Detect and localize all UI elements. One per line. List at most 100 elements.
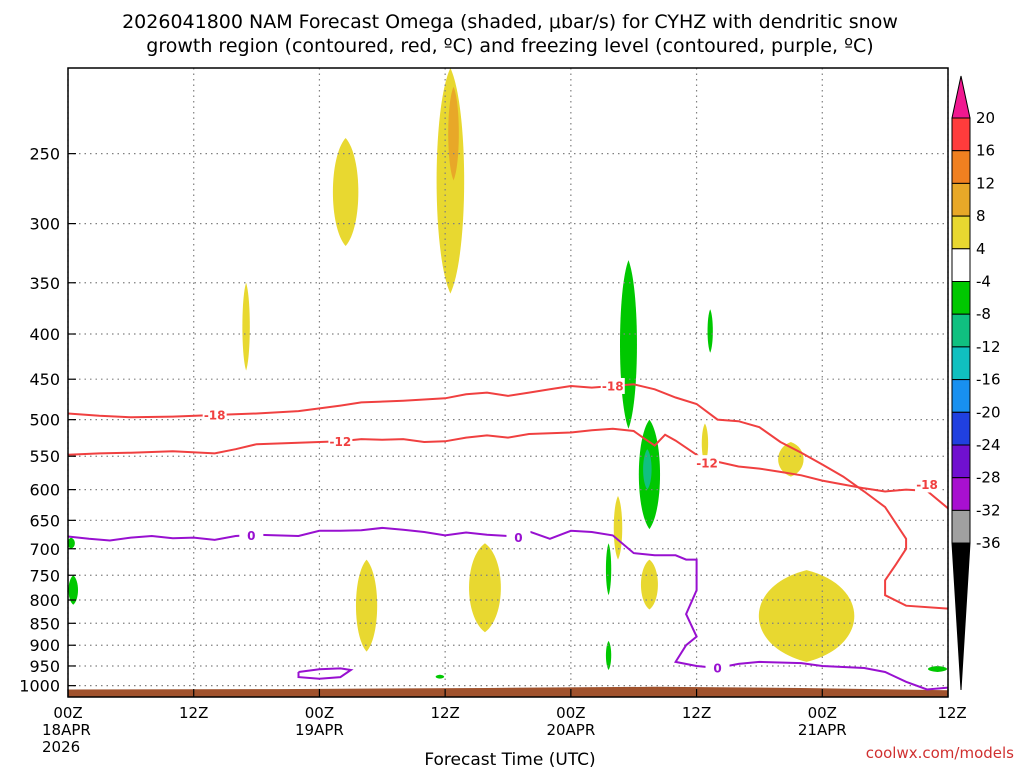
- colorbar-swatch-2: [951, 182, 971, 217]
- xtick-label-h0-1: 18APR: [42, 721, 91, 739]
- terrain: [68, 686, 948, 697]
- ytick-label-300: 300: [29, 215, 60, 234]
- contour-line--18: [67, 383, 949, 610]
- colorbar: 20 16 12 8 4 -4 -8 -12 -16 -20 -24 -28 -32 -36: [951, 75, 1001, 691]
- omega-blob-16: [605, 640, 612, 670]
- colorbar-swatch-0: [951, 117, 971, 152]
- colorbar-bottom-arrow: [951, 542, 971, 691]
- xtick-label-h24-1: 19APR: [295, 721, 344, 739]
- omega-blob-20: [927, 665, 948, 672]
- xtick-label-h72-0: 00Z: [808, 704, 837, 722]
- omega-blob-18: [68, 575, 79, 605]
- omega-blob-1: [332, 137, 359, 246]
- omega-blob-15: [605, 543, 612, 596]
- colorbar-top-arrow: [951, 75, 971, 119]
- xtick-label-h60-0: 12Z: [682, 704, 711, 722]
- colorbar-label-8: -16: [976, 371, 1001, 389]
- ytick-label-500: 500: [29, 411, 60, 430]
- xtick-label-h72-1: 21APR: [798, 721, 847, 739]
- colorbar-swatch-12: [951, 509, 971, 544]
- contour-label-bg-5: [239, 527, 264, 544]
- credit-text: coolwx.com/models: [866, 744, 1014, 762]
- grid-lines: [67, 68, 949, 697]
- omega-blob-3: [448, 86, 459, 181]
- ytick-label-350: 350: [29, 274, 60, 293]
- contour-line--12: [67, 427, 949, 510]
- colorbar-label-6: -8: [976, 305, 991, 323]
- omega-blob-5: [469, 543, 501, 633]
- colorbar-label-1: 16: [976, 142, 995, 160]
- colorbar-swatch-1: [951, 150, 971, 184]
- colorbar-swatch-4: [951, 248, 971, 283]
- ytick-label-550: 550: [29, 447, 60, 466]
- colorbar-label-9: -20: [976, 403, 1001, 421]
- colorbar-swatch-6: [951, 313, 971, 348]
- contour-label-bg-4: [695, 455, 720, 472]
- ytick-label-700: 700: [29, 540, 60, 559]
- contour-label-bg-0: [202, 407, 227, 424]
- omega-blob-17: [67, 537, 75, 549]
- colorbar-swatch-10: [951, 444, 971, 479]
- contour-label-bg-7: [705, 659, 730, 676]
- contour-label-6: 0: [514, 531, 522, 545]
- chart-title-line2: growth region (contoured, red, ºC) and f…: [146, 35, 873, 57]
- contour-label-bg-6: [506, 529, 531, 546]
- pressure-axis: 250 300 350 400 450 500 550 600 650 700 750 800 850 9…: [19, 145, 76, 696]
- omega-blob-11: [619, 260, 637, 429]
- colorbar-label-10: -24: [976, 436, 1001, 454]
- omega-blob-2: [242, 282, 250, 371]
- contour-label-bg-2: [915, 476, 940, 493]
- ytick-label-900: 900: [29, 636, 60, 655]
- omega-blob-14: [707, 309, 713, 353]
- contour-label-bg-3: [328, 433, 353, 450]
- ytick-label-750: 750: [29, 566, 60, 585]
- colorbar-swatch-5: [951, 281, 971, 315]
- colorbar-label-2: 12: [976, 174, 995, 192]
- omega-blob-19: [435, 674, 445, 679]
- contour-label-4: -12: [696, 457, 718, 471]
- contour-line-0-loop: [297, 667, 354, 680]
- ytick-label-950: 950: [29, 657, 60, 676]
- colorbar-swatch-3: [951, 215, 971, 250]
- xtick-label-h48-0: 00Z: [556, 704, 585, 722]
- contour-label-bg-1: [600, 377, 625, 394]
- ytick-label-650: 650: [29, 511, 60, 530]
- omega-blob-4: [355, 559, 378, 652]
- colorbar-swatch-7: [951, 346, 971, 381]
- omega-blob-8: [701, 423, 709, 464]
- contour-label-5: 0: [247, 529, 255, 543]
- colorbar-label-12: -32: [976, 501, 1001, 519]
- ytick-label-600: 600: [29, 481, 60, 500]
- x-axis-label: Forecast Time (UTC): [424, 750, 595, 768]
- ytick-label-800: 800: [29, 591, 60, 610]
- omega-blob-13: [643, 449, 652, 490]
- contour-lines: -18 -18 -18 -12 -12 0 0 0: [67, 377, 949, 691]
- colorbar-label-0: 20: [976, 109, 995, 127]
- colorbar-swatch-8: [951, 379, 971, 413]
- contour-label-1: -18: [602, 379, 624, 393]
- omega-blob-6: [613, 495, 623, 560]
- colorbar-label-7: -12: [976, 338, 1001, 356]
- xtick-label-h84-0: 12Z: [937, 704, 966, 722]
- contour-label-3: -12: [330, 435, 352, 449]
- ytick-label-250: 250: [29, 145, 60, 164]
- terrain-strip: [68, 686, 948, 697]
- contour-label-0: -18: [204, 409, 226, 423]
- colorbar-swatch-9: [951, 411, 971, 446]
- ytick-label-850: 850: [29, 614, 60, 633]
- ytick-label-1000: 1000: [19, 677, 60, 696]
- colorbar-label-11: -28: [976, 469, 1001, 487]
- ytick-label-450: 450: [29, 370, 60, 389]
- xtick-label-h24-0: 00Z: [305, 704, 334, 722]
- colorbar-label-4: 4: [976, 240, 986, 258]
- contour-label-2: -18: [916, 478, 938, 492]
- xtick-label-h0-2: 2026: [42, 738, 80, 756]
- colorbar-swatch-11: [951, 477, 971, 511]
- xtick-label-h12-0: 12Z: [179, 704, 208, 722]
- chart-title-line1: 2026041800 NAM Forecast Omega (shaded, μ…: [122, 11, 898, 33]
- xtick-label-h48-1: 20APR: [546, 721, 595, 739]
- contour-label-7: 0: [713, 661, 721, 675]
- xtick-label-h36-0: 12Z: [430, 704, 459, 722]
